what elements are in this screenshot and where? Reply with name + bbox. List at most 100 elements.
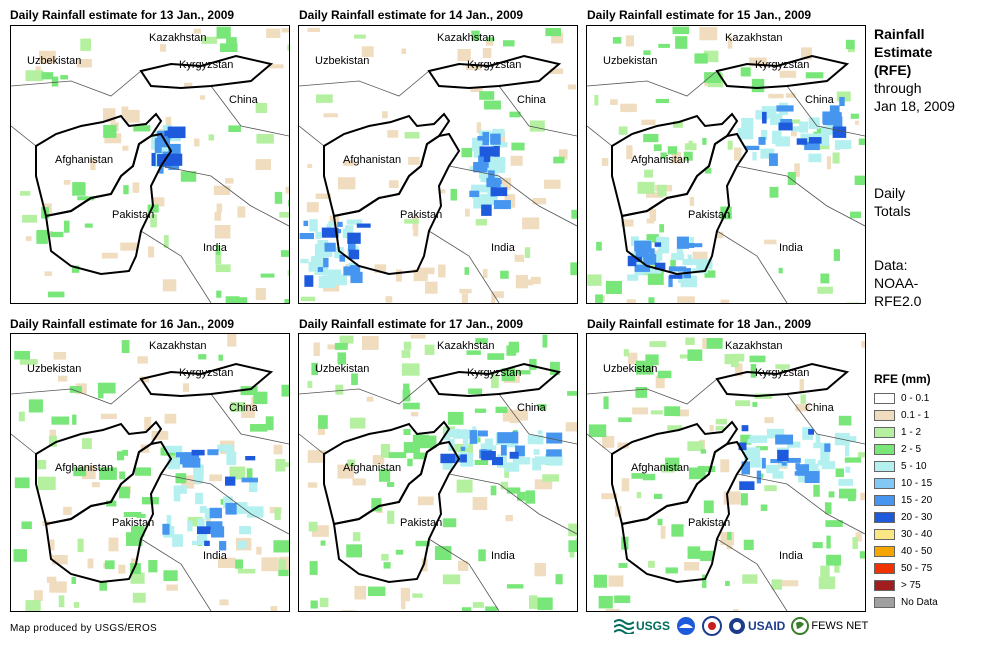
rainfall-cell	[166, 584, 178, 591]
map-svg: Kazakhstan Kyrgyzstan Uzbekistan China Afgha…	[587, 337, 865, 611]
country-label-kyrgyzstan: Kyrgyzstan	[179, 59, 233, 71]
rainfall-cell	[835, 140, 852, 149]
rainfall-cell	[479, 91, 495, 100]
legend-label: 0 - 0.1	[901, 393, 930, 404]
rainfall-cell	[382, 111, 388, 119]
rainfall-cell	[671, 524, 684, 537]
country-label-india: India	[779, 242, 804, 254]
rainfall-cell	[187, 520, 193, 532]
rainfall-cell	[742, 574, 758, 584]
rainfall-cell	[777, 449, 789, 462]
rainfall-cell	[173, 485, 187, 494]
rainfall-cell	[684, 143, 697, 151]
rainfall-cell	[669, 274, 683, 279]
rainfall-cell	[299, 232, 315, 240]
country-label-kyrgyzstan: Kyrgyzstan	[755, 367, 809, 379]
rainfall-cell	[304, 275, 314, 287]
rainfall-cell	[627, 255, 637, 267]
rainfall-cell	[118, 564, 126, 574]
rainfall-cell	[469, 190, 480, 198]
legend-item: 1 - 2	[874, 424, 938, 441]
rainfall-cell	[137, 356, 148, 364]
rainfall-cell	[801, 47, 812, 60]
logo-strip: USGS USAID FEWS NET	[614, 616, 868, 636]
rainfall-cell	[618, 126, 628, 135]
rainfall-cell	[844, 457, 862, 463]
rainfall-cell	[750, 457, 761, 468]
rainfall-cell	[235, 559, 244, 569]
rainfall-cell	[246, 468, 253, 481]
rainfall-cell	[388, 452, 407, 459]
rainfall-cell	[724, 354, 736, 365]
rainfall-cell	[348, 249, 360, 260]
rainfall-cell	[644, 169, 653, 178]
rainfall-cell	[715, 418, 728, 425]
rainfall-cell	[567, 84, 577, 90]
rainfall-cell	[193, 471, 204, 484]
rainfall-cell	[134, 467, 151, 476]
rainfall-cell	[300, 296, 316, 302]
rainfall-cell	[270, 605, 278, 611]
rainfall-cell	[191, 540, 207, 546]
rainfall-cell	[323, 257, 329, 268]
rainfall-cell	[193, 28, 201, 34]
rainfall-cell	[740, 67, 751, 77]
country-label-kyrgyzstan: Kyrgyzstan	[467, 59, 521, 71]
rainfall-cell	[494, 177, 511, 190]
rainfall-cell	[750, 363, 757, 378]
rainfall-cell	[684, 562, 700, 571]
rainfall-cell	[469, 430, 478, 444]
rainfall-cell	[614, 595, 631, 604]
pakistan-outline	[332, 132, 461, 276]
rainfall-cell	[493, 168, 505, 173]
rainfall-cell	[829, 105, 840, 118]
rainfall-cell	[491, 159, 498, 170]
rainfall-cell	[516, 491, 526, 501]
rainfall-cell	[412, 593, 423, 598]
rainfall-cell	[227, 334, 237, 347]
rainfall-cell	[826, 535, 831, 549]
rainfall-cell	[204, 508, 212, 520]
rainfall-cell	[861, 341, 865, 348]
rainfall-cell	[804, 141, 820, 151]
rainfall-cell	[205, 517, 211, 523]
legend-label: 10 - 15	[901, 478, 933, 489]
rainfall-cell	[838, 478, 853, 486]
country-label-afghanistan: Afghanistan	[631, 462, 689, 474]
rainfall-cell	[699, 550, 714, 561]
rainfall-cell	[386, 482, 395, 487]
rainfall-cell	[180, 171, 197, 182]
country-label-uzbekistan: Uzbekistan	[27, 363, 81, 375]
panel-title-14: Daily Rainfall estimate for 14 Jan., 200…	[299, 8, 524, 22]
country-label-uzbekistan: Uzbekistan	[27, 55, 81, 67]
rainfall-cell	[621, 478, 630, 492]
rainfall-cell	[673, 120, 683, 128]
rainfall-cell	[815, 434, 821, 447]
country-label-kazakhstan: Kazakhstan	[725, 32, 782, 44]
rainfall-cell	[781, 461, 787, 466]
rainfall-cell	[715, 426, 725, 431]
rainfall-cell	[752, 152, 757, 161]
rainfall-cell	[321, 239, 329, 245]
rainfall-cell	[555, 574, 563, 585]
rainfall-cell	[339, 254, 346, 262]
usgs-wave-icon	[614, 619, 634, 634]
rainfall-cell	[438, 264, 446, 278]
rainfall-cell	[419, 435, 437, 449]
rainfall-cell	[703, 500, 714, 514]
rainfall-cell	[647, 271, 664, 285]
rainfall-cell	[643, 133, 659, 143]
rainfall-cell	[786, 119, 801, 124]
rainfall-cell	[315, 231, 322, 239]
rainfall-cell	[677, 296, 695, 303]
rainfall-cell	[449, 455, 463, 463]
rainfall-cell	[154, 139, 162, 154]
rainfall-cell	[832, 126, 847, 138]
rainfall-cell	[480, 157, 485, 163]
rainfall-cell	[468, 443, 473, 457]
rainfall-cell	[734, 147, 742, 161]
rainfall-cell	[316, 248, 328, 256]
rainfall-cell	[73, 602, 80, 608]
side-title-line1: Rainfall	[874, 26, 925, 42]
country-label-kazakhstan: Kazakhstan	[437, 32, 494, 44]
